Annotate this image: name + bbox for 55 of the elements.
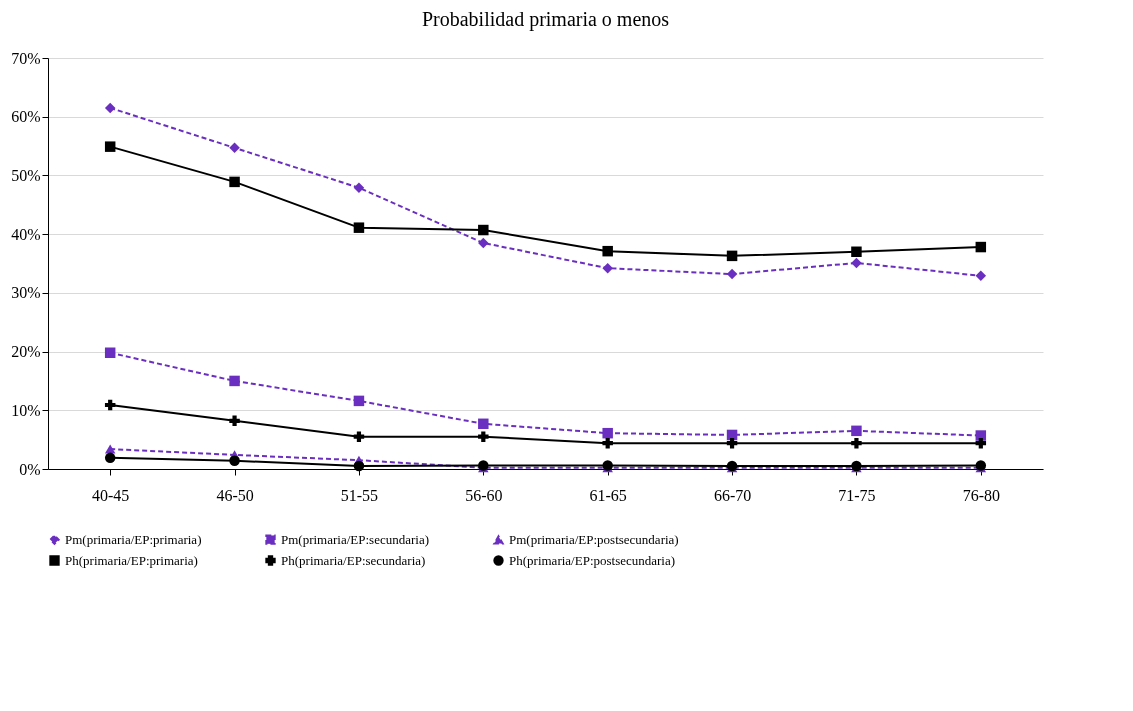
point [975,241,987,253]
point [104,347,116,358]
y-tick-label: 50% [11,166,41,184]
point [229,455,240,467]
point [353,395,365,407]
legend-label: Pm(primaria/EP:secundaria) [281,531,430,547]
legend-label: Ph(primaria/EP:primaria) [65,552,198,568]
point [851,437,862,449]
point [104,102,116,114]
point [229,142,240,154]
y-tick-label: 30% [11,284,41,302]
x-tick-label: 66-70 [713,486,752,504]
point [602,437,613,449]
point [726,437,738,449]
point [104,452,116,464]
y-tick-label: 40% [11,225,41,243]
point [104,399,116,411]
x-tick-label: 46-50 [216,486,254,504]
point [602,262,613,274]
point [478,237,489,249]
point [851,425,862,437]
point [353,182,365,193]
point [104,141,116,152]
point [353,222,365,233]
point [229,375,240,387]
point [229,176,240,188]
x-tick-label: 51-55 [340,486,379,504]
x-tick-label: 71-75 [838,486,876,504]
point [478,431,489,442]
legend-label: Ph(primaria/EP:secundaria) [281,552,426,568]
point [478,418,489,430]
y-tick-label: 10% [11,401,41,419]
legend-label: Pm(primaria/EP:postsecundaria) [509,531,679,547]
y-tick-label: 20% [11,343,41,361]
x-tick-label: 56-60 [465,486,503,504]
point [478,224,489,236]
legend-label: Ph(primaria/EP:postsecundaria) [509,552,676,568]
point [975,437,987,449]
point [726,250,738,262]
point [851,257,862,269]
y-tick-label: 70% [11,49,41,67]
legend-label: Pm(primaria/EP:primaria) [65,531,202,547]
x-tick-label: 76-80 [962,486,1000,504]
point [602,245,613,257]
point [975,270,987,282]
point [353,460,365,472]
chart-title: Probabilidad primaria o menos [421,8,670,31]
y-tick-label: 0% [19,460,41,478]
point [229,415,240,427]
point [602,427,613,439]
x-tick-label: 61-65 [589,486,627,504]
point [851,246,862,257]
x-tick-label: 40-45 [92,486,130,504]
y-tick-label: 60% [11,108,41,126]
point [353,431,365,442]
